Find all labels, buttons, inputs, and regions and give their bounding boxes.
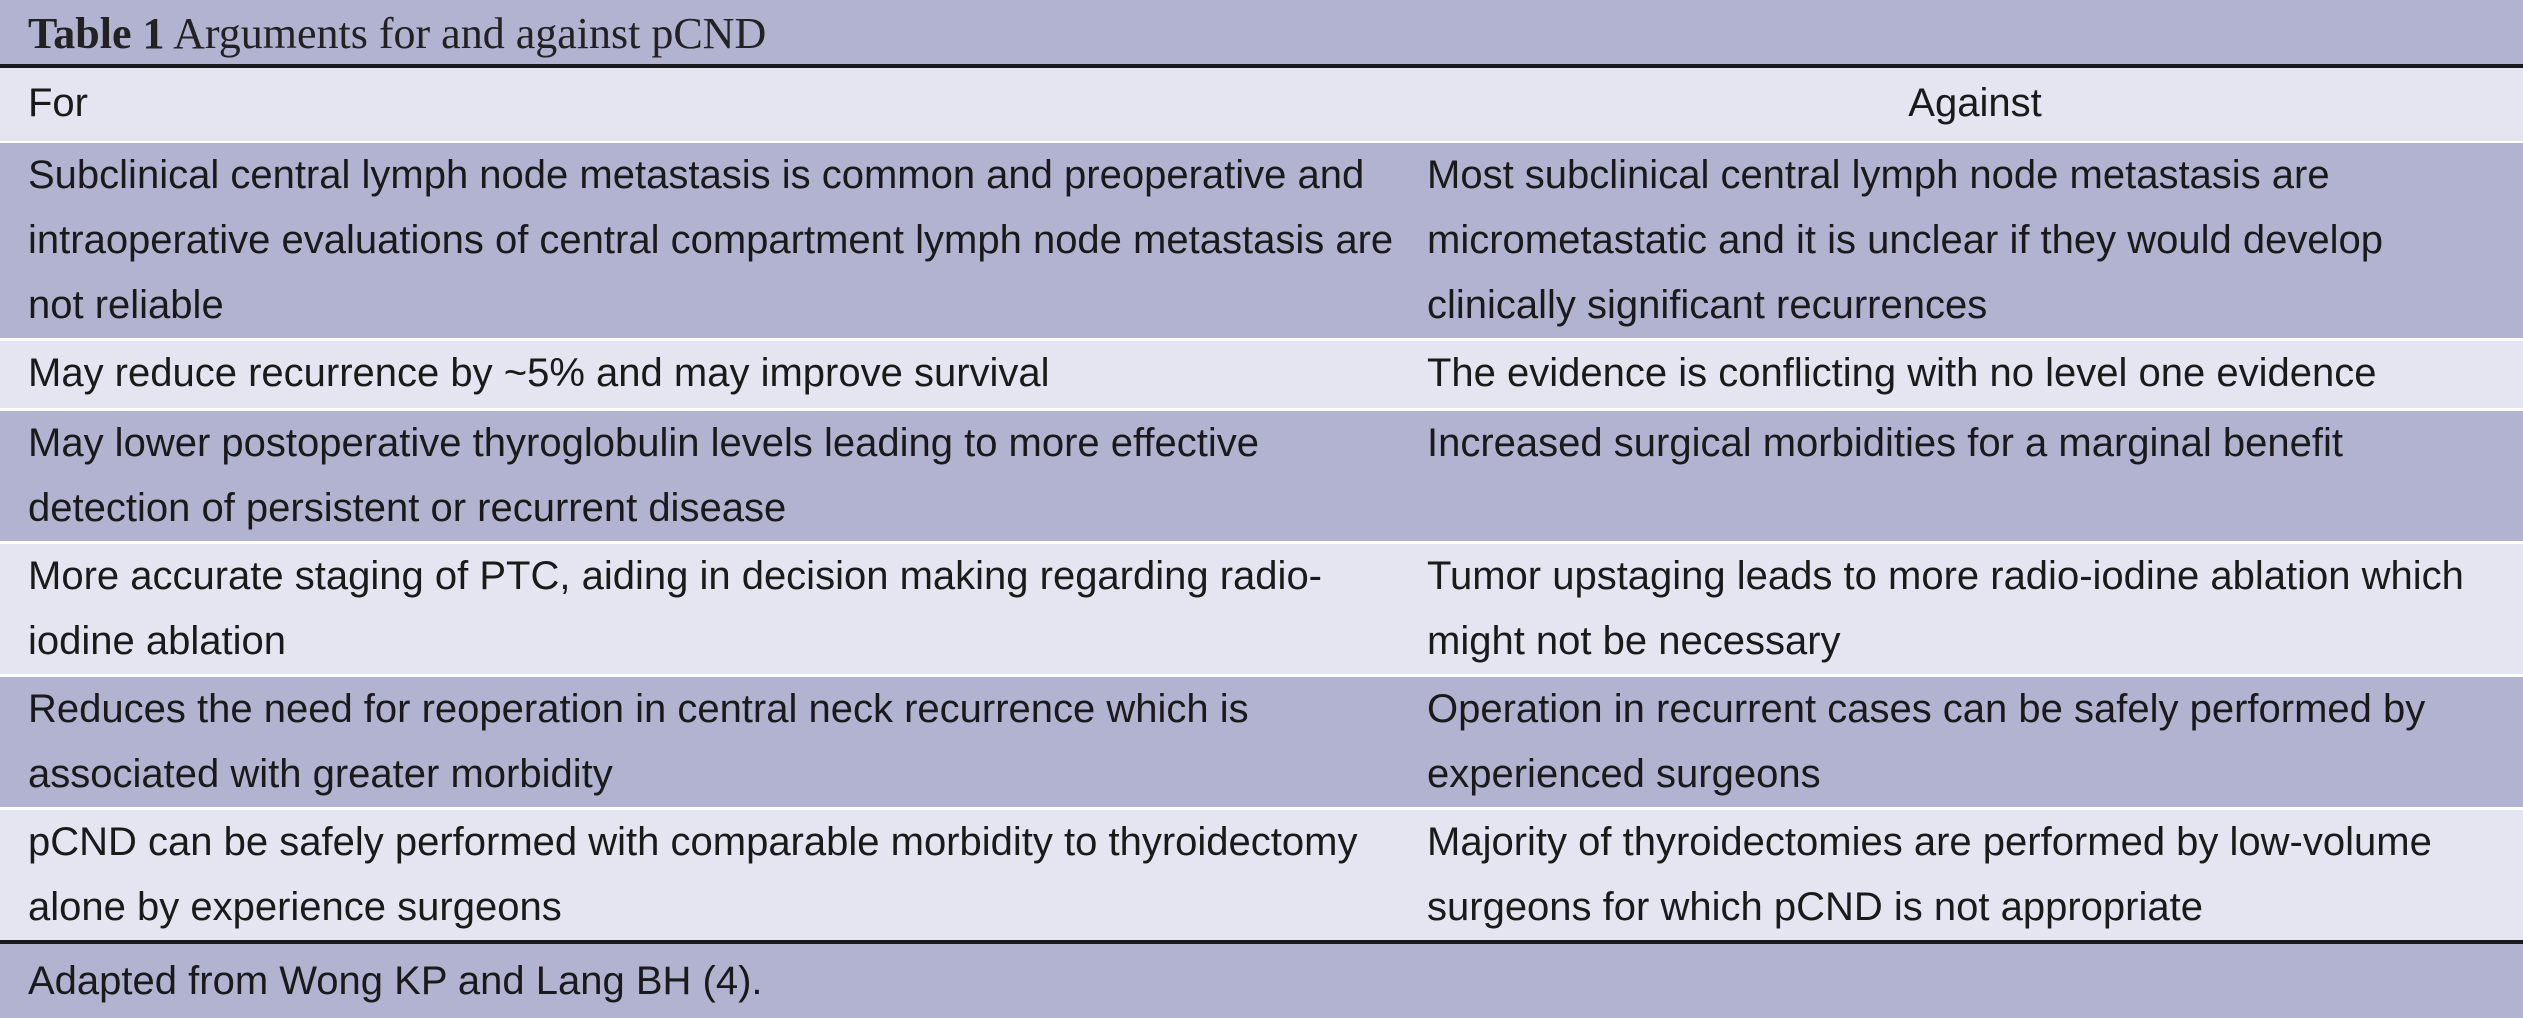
header-row: For Against [0,68,2523,143]
table-row: May lower postoperative thyroglobulin le… [0,409,2523,544]
table-caption: Table 1 Arguments for and against pCND [0,0,2523,68]
table-row: May reduce recurrence by ~5% and may imp… [0,339,2523,411]
table-row: pCND can be safely performed with compar… [0,808,2523,940]
table-caption-label: Table 1 [28,9,165,58]
cell-against: Majority of thyroidectomies are performe… [1427,808,2523,940]
table-footnote: Adapted from Wong KP and Lang BH (4). [0,940,2523,1014]
cell-against: The evidence is conflicting with no leve… [1427,339,2523,411]
column-header-for: For [0,68,1427,143]
cell-for: Reduces the need for reoperation in cent… [0,675,1427,810]
cell-for: May reduce recurrence by ~5% and may imp… [0,339,1427,411]
column-header-against: Against [1427,68,2523,143]
table-caption-title: Arguments for and against pCND [173,9,767,58]
table-row: Subclinical central lymph node metastasi… [0,142,2523,341]
table-row: More accurate staging of PTC, aiding in … [0,542,2523,677]
cell-for: pCND can be safely performed with compar… [0,808,1427,940]
cell-for: More accurate staging of PTC, aiding in … [0,542,1427,677]
cell-against: Increased surgical morbidities for a mar… [1427,409,2523,544]
cell-against: Most subclinical central lymph node meta… [1427,142,2523,341]
data-table: For Against Subclinical central lymph no… [0,68,2523,940]
cell-for: May lower postoperative thyroglobulin le… [0,409,1427,544]
table-row: Reduces the need for reoperation in cent… [0,675,2523,810]
cell-against: Operation in recurrent cases can be safe… [1427,675,2523,810]
cell-for: Subclinical central lymph node metastasi… [0,142,1427,341]
cell-against: Tumor upstaging leads to more radio-iodi… [1427,542,2523,677]
